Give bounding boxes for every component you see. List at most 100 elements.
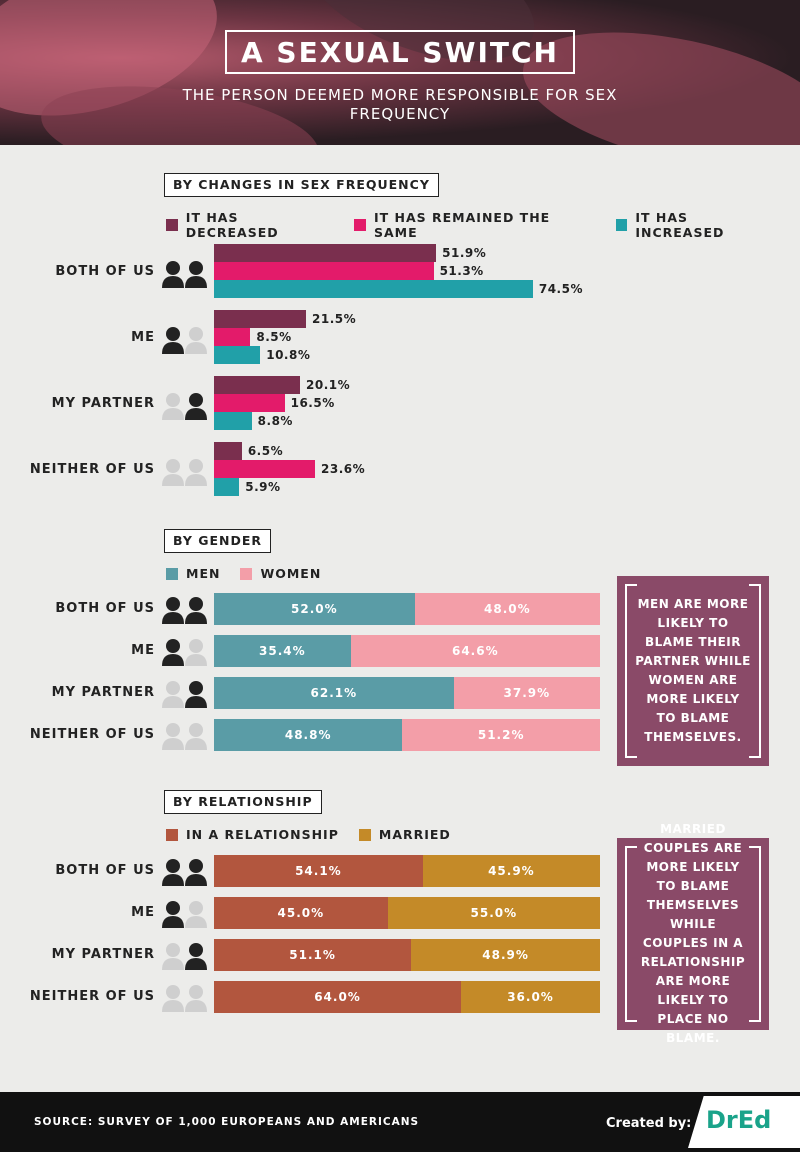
stacked-segment: 36.0% bbox=[461, 981, 600, 1013]
legend-item: IT HAS DECREASED bbox=[166, 210, 334, 240]
bar-value-label: 23.6% bbox=[321, 462, 366, 476]
legend-label: WOMEN bbox=[260, 566, 322, 581]
legend-swatch bbox=[358, 828, 371, 841]
people-icon bbox=[162, 597, 207, 624]
people-icon bbox=[162, 943, 207, 970]
row-label: ME bbox=[131, 643, 155, 658]
legend-swatch bbox=[166, 828, 178, 841]
row-label: MY PARTNER bbox=[51, 685, 155, 700]
row-label: ME bbox=[131, 905, 155, 920]
bar-value-label: 51.3% bbox=[439, 264, 484, 278]
people-icon bbox=[162, 723, 207, 750]
stacked-segment: 48.9% bbox=[411, 939, 600, 971]
relationship-annotation: MARRIED COUPLES ARE MORE LIKELY TO BLAME… bbox=[617, 822, 769, 1045]
created-by-text: Created by: bbox=[606, 1116, 692, 1131]
legend-item: IT HAS REMAINED THE SAME bbox=[354, 210, 595, 240]
bar bbox=[214, 460, 315, 478]
stacked-segment: 52.0% bbox=[214, 593, 415, 625]
people-icon bbox=[162, 261, 207, 288]
row-label: MY PARTNER bbox=[51, 396, 155, 411]
page-title: A SEXUAL SWITCH bbox=[225, 30, 575, 74]
bar bbox=[214, 394, 285, 412]
legend-label: IT HAS INCREASED bbox=[635, 210, 725, 240]
legend-label: IN A RELATIONSHIP bbox=[186, 827, 339, 842]
stacked-segment: 51.1% bbox=[214, 939, 412, 971]
stacked-segment: 35.4% bbox=[214, 635, 351, 667]
bar-value-label: 21.5% bbox=[312, 312, 357, 326]
annotation-frame bbox=[625, 583, 761, 759]
legend-item: MEN bbox=[166, 566, 220, 581]
row-label: NEITHER OF US bbox=[29, 462, 155, 477]
bar-value-label: 51.9% bbox=[442, 246, 487, 260]
legend-label: IT HAS REMAINED THE SAME bbox=[374, 210, 551, 240]
bar bbox=[214, 310, 307, 328]
stacked-segment: 64.0% bbox=[214, 981, 462, 1013]
bar bbox=[214, 244, 437, 262]
legend-item: MARRIED bbox=[358, 827, 451, 842]
legend-item: WOMEN bbox=[240, 566, 321, 581]
people-icon bbox=[162, 681, 207, 708]
stacked-segment: 37.9% bbox=[453, 677, 600, 709]
people-icon bbox=[162, 985, 207, 1012]
stacked-segment: 64.6% bbox=[350, 635, 600, 667]
bar-value-label: 10.8% bbox=[266, 348, 311, 362]
row-label: BOTH OF US bbox=[55, 601, 155, 616]
gender-section-label: BY GENDER bbox=[164, 529, 272, 553]
legend-swatch bbox=[240, 567, 253, 580]
bar-value-label: 8.8% bbox=[257, 414, 293, 428]
row-label: ME bbox=[131, 330, 155, 345]
gender-annotation: MEN ARE MORE LIKELY TO BLAME THEIR PARTN… bbox=[617, 576, 769, 766]
row-label: BOTH OF US bbox=[55, 264, 155, 279]
section-label-changes: BY CHANGES IN SEX FREQUENCY bbox=[164, 173, 439, 197]
stacked-segment: 54.1% bbox=[214, 855, 423, 887]
legend-swatch bbox=[166, 219, 178, 231]
bar bbox=[214, 346, 261, 364]
dred-logo: DrEd bbox=[706, 1106, 772, 1134]
row-label: NEITHER OF US bbox=[29, 727, 155, 742]
source-text: SOURCE: SURVEY OF 1,000 EUROPEANS AND AM… bbox=[34, 1116, 420, 1128]
stacked-segment: 45.9% bbox=[422, 855, 600, 887]
stacked-segment: 51.2% bbox=[402, 719, 600, 751]
legend-swatch bbox=[354, 219, 366, 231]
people-icon bbox=[162, 639, 207, 666]
annotation-text: MEN ARE MORE LIKELY TO BLAME THEIR PARTN… bbox=[635, 597, 751, 744]
gender-legend: MEN WOMEN bbox=[166, 566, 341, 581]
bar-value-label: 5.9% bbox=[245, 480, 281, 494]
legend-item: IN A RELATIONSHIP bbox=[166, 827, 339, 842]
bar bbox=[214, 280, 533, 298]
people-icon bbox=[162, 393, 207, 420]
bar bbox=[214, 478, 240, 496]
people-icon bbox=[162, 327, 207, 354]
legend-label: IT HAS DECREASED bbox=[185, 210, 279, 240]
people-icon bbox=[162, 901, 207, 928]
bar-value-label: 74.5% bbox=[538, 282, 583, 296]
legend-swatch bbox=[166, 567, 178, 580]
bar bbox=[214, 262, 434, 280]
people-icon bbox=[162, 459, 207, 486]
relationship-section-label: BY RELATIONSHIP bbox=[164, 790, 322, 814]
row-label: BOTH OF US bbox=[55, 863, 155, 878]
people-icon bbox=[162, 859, 207, 886]
legend-item: IT HAS INCREASED bbox=[615, 210, 780, 240]
bar bbox=[214, 376, 301, 394]
legend-label: MEN bbox=[186, 566, 221, 581]
bar-value-label: 8.5% bbox=[256, 330, 292, 344]
legend-changes: IT HAS DECREASED IT HAS REMAINED THE SAME… bbox=[166, 210, 800, 240]
row-label: MY PARTNER bbox=[51, 947, 155, 962]
stacked-segment: 45.0% bbox=[214, 897, 388, 929]
bar bbox=[214, 442, 242, 460]
annotation-text: MARRIED COUPLES ARE MORE LIKELY TO BLAME… bbox=[640, 822, 746, 1045]
stacked-segment: 62.1% bbox=[214, 677, 454, 709]
footer-bar bbox=[0, 1092, 800, 1152]
bar-value-label: 6.5% bbox=[247, 444, 284, 458]
legend-label: MARRIED bbox=[378, 827, 451, 842]
stacked-segment: 55.0% bbox=[387, 897, 600, 929]
stacked-segment: 48.0% bbox=[414, 593, 600, 625]
stacked-segment: 48.8% bbox=[214, 719, 403, 751]
legend-swatch bbox=[615, 219, 628, 231]
page-subtitle: THE PERSON DEEMED MORE RESPONSIBLE FOR S… bbox=[182, 86, 618, 123]
bar bbox=[214, 412, 252, 430]
bar bbox=[214, 328, 251, 346]
bar-value-label: 20.1% bbox=[306, 378, 351, 392]
logo-background bbox=[688, 1096, 800, 1148]
